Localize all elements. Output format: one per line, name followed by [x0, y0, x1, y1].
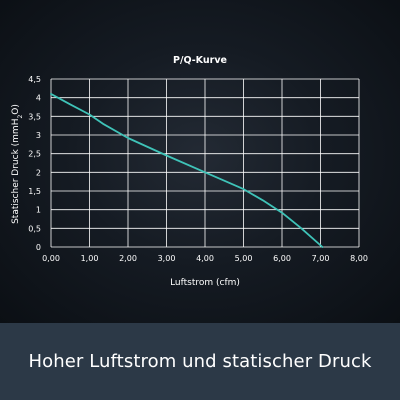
y-axis-label-suffix: O) [11, 104, 21, 115]
chart-series [50, 93, 324, 248]
x-tick-label: 4,00 [196, 254, 214, 263]
x-tick-label: 7,00 [312, 254, 330, 263]
x-tick-label: 5,00 [235, 254, 253, 263]
y-tick-label: 0 [36, 243, 41, 252]
y-axis-label-subscript: 2 [17, 115, 24, 119]
chart-title: P/Q-Kurve [173, 55, 227, 66]
y-tick-label: 3 [36, 131, 41, 140]
x-tick-label: 8,00 [350, 254, 368, 263]
y-tick-label: 4,5 [28, 75, 41, 84]
footer-banner: Hoher Luftstrom und statischer Druck [0, 323, 400, 400]
y-tick-label: 1,5 [28, 187, 41, 196]
y-tick-label: 3,5 [28, 112, 41, 121]
footer-caption: Hoher Luftstrom und statischer Druck [28, 351, 372, 372]
x-tick-label: 6,00 [273, 254, 291, 263]
y-tick-label: 0,5 [28, 224, 41, 233]
y-tick-labels: 0 0,5 1 1,5 2 2,5 3 3,5 4 4,5 [28, 75, 41, 252]
x-tick-label: 0,00 [42, 254, 60, 263]
y-axis-label: Statischer Druck (mmH2O) [11, 104, 24, 224]
x-tick-label: 1,00 [81, 254, 99, 263]
y-tick-label: 4 [36, 94, 41, 103]
pq-curve-line [50, 93, 324, 248]
y-tick-label: 2,5 [28, 150, 41, 159]
chart-grid [50, 78, 360, 248]
x-tick-label: 3,00 [158, 254, 176, 263]
pq-chart: P/Q-Kurve 0,00 1,00 2,00 3,00 4,00 5,00 6,00 7,… [11, 55, 368, 288]
x-axis-label: Luftstrom (cfm) [170, 278, 240, 288]
y-tick-label: 1 [36, 206, 41, 215]
chart-background [0, 0, 400, 323]
x-tick-labels: 0,00 1,00 2,00 3,00 4,00 5,00 6,00 7,00 8,00 [42, 254, 368, 263]
y-tick-label: 2 [36, 168, 41, 177]
x-tick-label: 2,00 [119, 254, 137, 263]
y-axis-label-prefix: Statischer Druck (mmH [11, 119, 21, 224]
